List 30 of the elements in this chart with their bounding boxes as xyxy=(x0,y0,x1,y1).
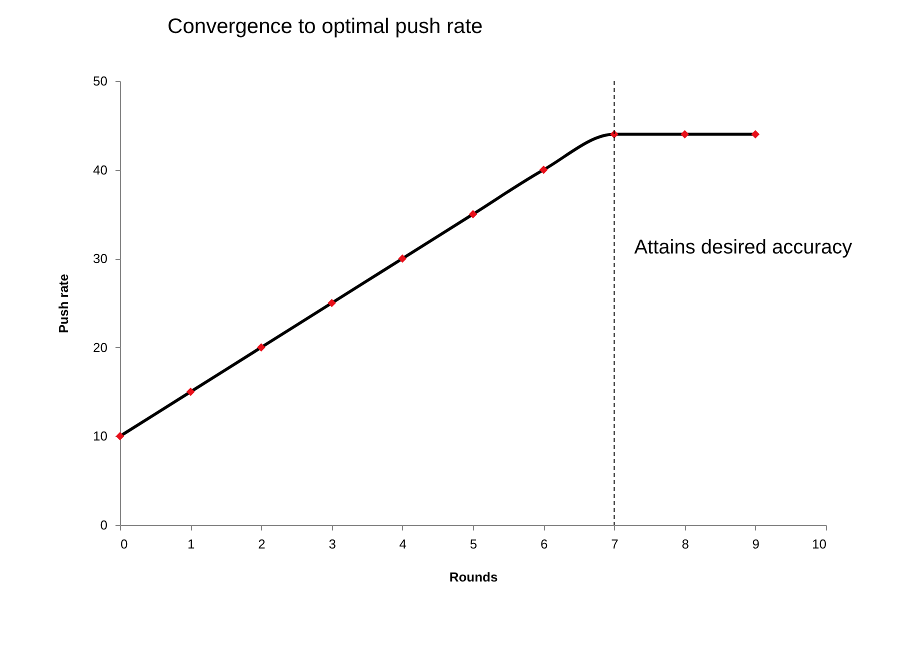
x-tick-label: 1 xyxy=(187,536,195,552)
ref-line-label: Attains desired accuracy xyxy=(634,236,852,258)
y-axis-title: Push rate xyxy=(56,274,72,334)
y-tick-label: 50 xyxy=(93,74,108,88)
point xyxy=(398,254,407,263)
point xyxy=(328,298,336,308)
y-tick-label: 30 xyxy=(93,251,108,266)
point xyxy=(468,210,478,218)
x-tick-label: 4 xyxy=(399,536,407,552)
x-axis-title: Rounds xyxy=(449,570,498,584)
x-tick-label: 9 xyxy=(752,536,760,552)
y-tick-label: 0 xyxy=(100,518,108,532)
x-tick-label: 2 xyxy=(258,536,266,552)
x-tick-label: 10 xyxy=(812,536,826,552)
y-tick-label: 20 xyxy=(93,340,108,355)
x-tick-label: 7 xyxy=(611,536,618,552)
x-tick-label: 3 xyxy=(328,536,336,552)
x-tick-label: 6 xyxy=(540,536,548,552)
point xyxy=(257,343,266,352)
y-tick-label: 40 xyxy=(93,162,108,178)
x-tick-label: 0 xyxy=(120,536,128,552)
x-tick-label: 8 xyxy=(682,536,689,552)
x-tick-label: 5 xyxy=(470,536,478,552)
point xyxy=(539,166,548,174)
point xyxy=(116,432,124,440)
chart-title: Convergence to optimal push rate xyxy=(168,15,483,38)
point xyxy=(680,130,689,138)
point xyxy=(186,388,195,396)
point xyxy=(751,130,760,138)
y-tick-label: 10 xyxy=(93,428,108,444)
